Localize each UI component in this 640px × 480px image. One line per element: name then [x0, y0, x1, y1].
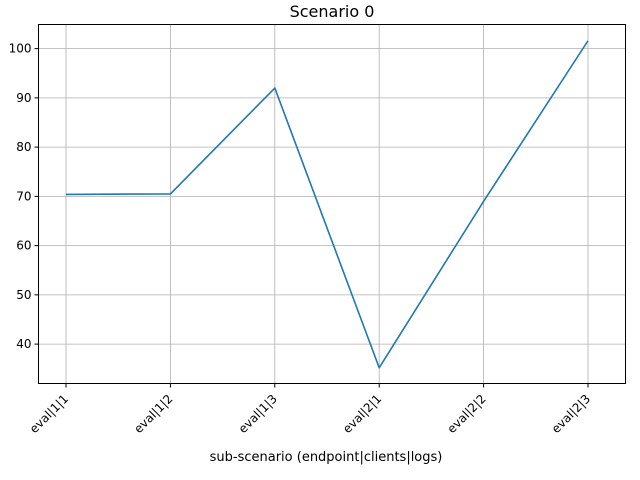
y-tick-label: 100	[9, 42, 32, 56]
x-tick-label: eval|1|3	[236, 392, 280, 436]
series-line	[65, 40, 589, 369]
x-axis-label: sub-scenario (endpoint|clients|logs)	[210, 450, 443, 465]
x-tick-label: eval|2|3	[549, 392, 593, 436]
y-tick-label: 80	[16, 140, 31, 154]
y-tick-label: 40	[16, 337, 31, 351]
x-tick-labels: eval|1|1 eval|1|2 eval|1|3 eval|2|1 eval|2|2…	[27, 392, 593, 436]
y-tick-label: 90	[16, 91, 31, 105]
y-tick-label: 60	[16, 239, 31, 253]
x-tick-label: eval|2|1	[340, 392, 384, 436]
grid-lines	[38, 24, 626, 384]
y-tick-label: 70	[16, 189, 31, 203]
x-tick-label: eval|1|1	[27, 392, 71, 436]
y-tick-label: 50	[16, 288, 31, 302]
plot-frame	[38, 24, 626, 384]
y-tick-labels: 40 50 60 70 80 90 100	[9, 42, 32, 351]
series-layer	[65, 40, 589, 369]
x-tick-label: eval|1|2	[131, 392, 175, 436]
chart-title: Scenario 0	[290, 2, 375, 21]
x-tick-label: eval|2|2	[445, 392, 489, 436]
axis-ticks	[34, 48, 589, 388]
